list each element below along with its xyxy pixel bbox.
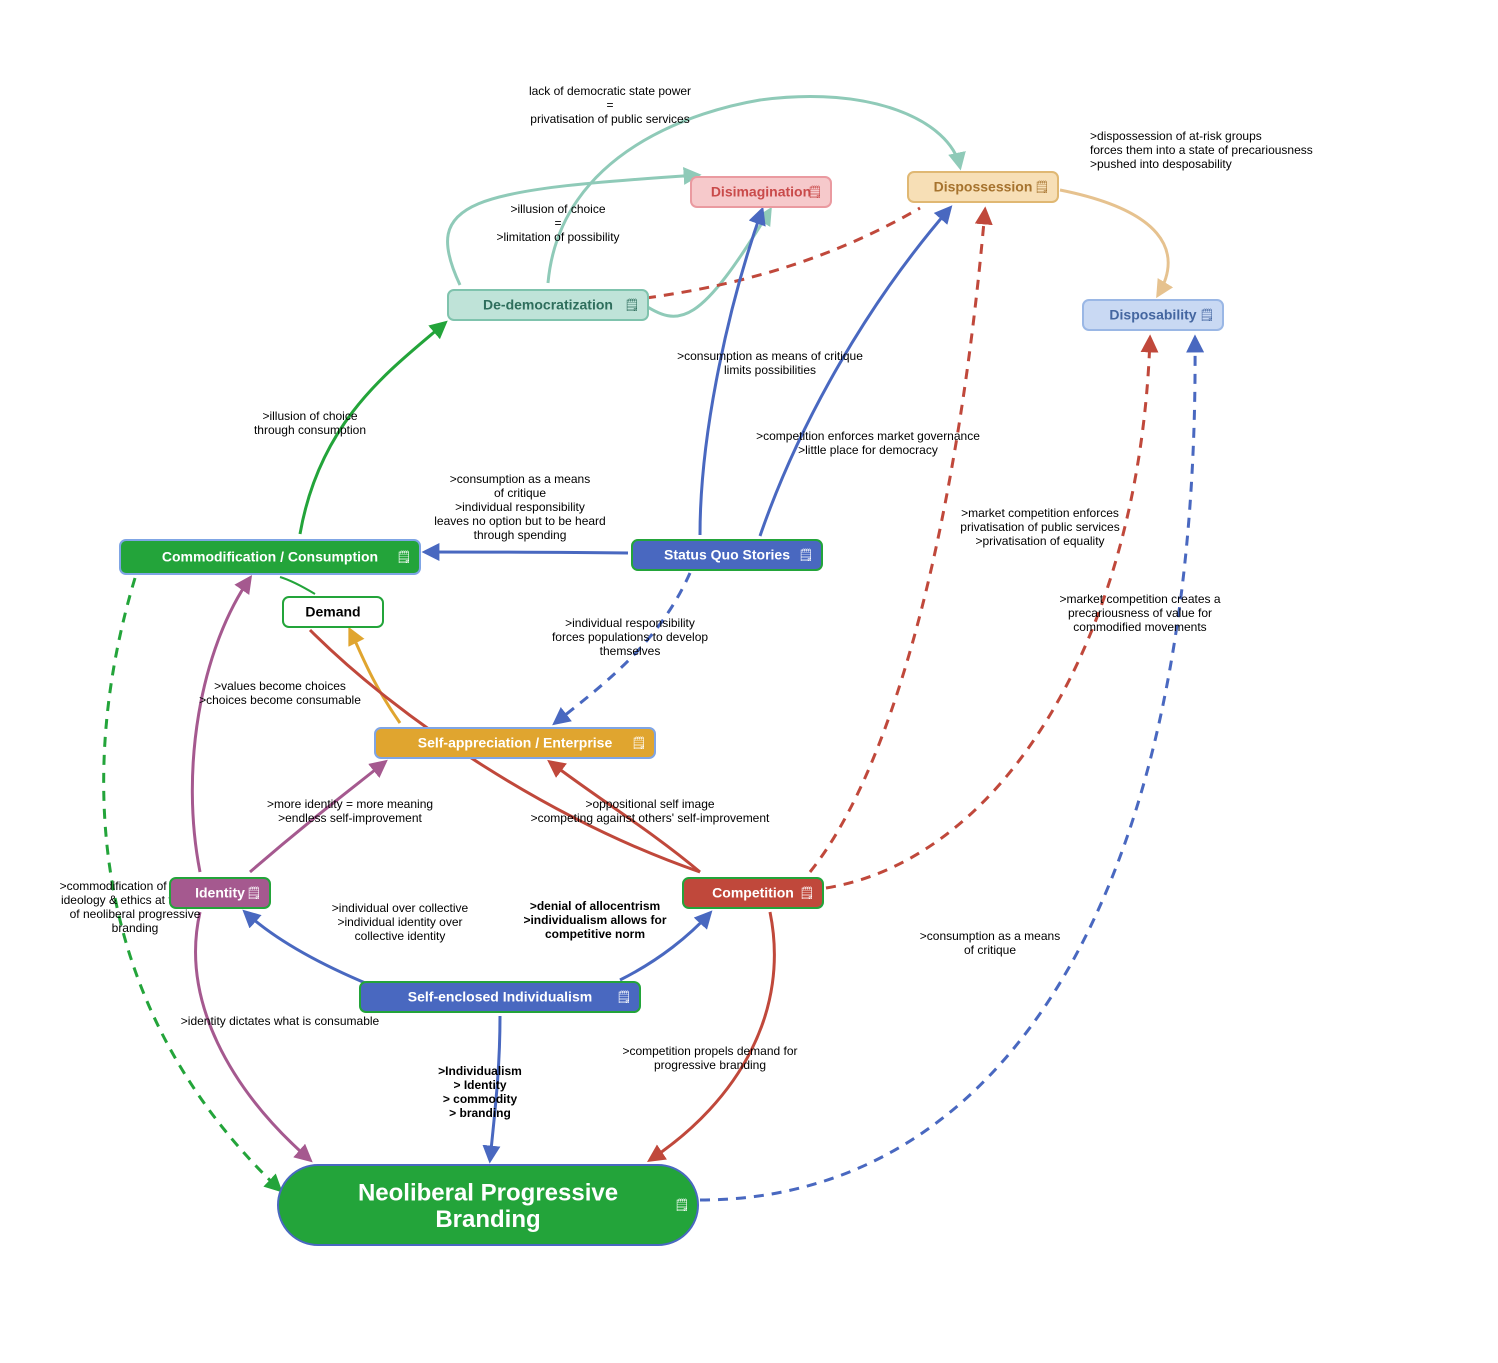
node-label: Demand — [305, 604, 360, 620]
edge-selfapp-demand — [350, 630, 400, 723]
nodes-layer: Disimagination🗒Dispossession🗒De-democrat… — [120, 172, 1223, 1245]
edge-label-0: lack of democratic state power=privatisa… — [529, 84, 691, 126]
note-icon: 🗒 — [624, 298, 639, 312]
edge-label-1: >dispossession of at-risk groupsforces t… — [1090, 129, 1313, 171]
note-icon: 🗒 — [631, 736, 646, 750]
note-icon: 🗒 — [1034, 180, 1049, 194]
node-disimagination[interactable]: Disimagination🗒 — [691, 177, 831, 207]
edge-label-2: >illusion of choice=>limitation of possi… — [496, 202, 619, 244]
note-icon: 🗒 — [396, 550, 411, 564]
node-label: Commodification / Consumption — [162, 549, 378, 565]
edge-label-6: >consumption as a meansof critique>indiv… — [434, 472, 605, 542]
edge-e1c — [640, 210, 770, 316]
node-label: Self-enclosed Individualism — [408, 989, 592, 1005]
edge-label-10: >values become choices>choices become co… — [199, 679, 361, 707]
node-disposability[interactable]: Disposability🗒 — [1083, 300, 1223, 330]
node-selfapp[interactable]: Self-appreciation / Enterprise 🗒 — [375, 728, 655, 758]
edge-label-19: >competition propels demand forprogressi… — [622, 1044, 797, 1072]
node-label: Neoliberal Progressive — [358, 1180, 618, 1207]
edge-dedem-dash — [646, 208, 920, 298]
node-label: Disimagination — [711, 184, 811, 200]
node-demand[interactable]: Demand — [283, 597, 383, 627]
edge-label-5: >illusion of choicethrough consumption — [254, 409, 366, 437]
edge-label-17: >identity dictates what is consumable — [181, 1014, 380, 1028]
edge-label-12: >oppositional self image>competing again… — [531, 797, 770, 825]
edge-comp-dispo-dash — [810, 210, 985, 872]
node-label: Disposability — [1109, 307, 1196, 323]
node-label: Competition — [712, 885, 794, 901]
note-icon: 🗒 — [246, 886, 261, 900]
node-label: Self-appreciation / Enterprise — [418, 735, 613, 751]
note-icon: 🗒 — [616, 990, 631, 1004]
note-icon: 🗒 — [674, 1198, 689, 1212]
edge-label-14: >individual over collective>individual i… — [332, 901, 469, 943]
edge-label-11: >more identity = more meaning>endless se… — [267, 797, 433, 825]
edge-label-9: >individual responsibilityforces populat… — [552, 616, 708, 658]
edge-demand-comm — [280, 577, 315, 594]
node-statusquo[interactable]: Status Quo Stories 🗒 — [632, 540, 822, 570]
edge-neo-disposab-dash — [700, 338, 1195, 1200]
concept-map: lack of democratic state power=privatisa… — [0, 0, 1498, 1363]
edge-label-8: >market competition creates aprecariousn… — [1059, 592, 1220, 634]
node-label: Status Quo Stories — [664, 547, 790, 563]
edge-ident-neo — [196, 912, 310, 1160]
node-identity[interactable]: Identity🗒 — [170, 878, 270, 908]
note-icon: 🗒 — [807, 185, 822, 199]
node-label: Identity — [195, 885, 245, 901]
edge-ident-comm — [192, 578, 250, 872]
node-competition[interactable]: Competition 🗒 — [683, 878, 823, 908]
node-label: De-democratization — [483, 297, 613, 313]
note-icon: 🗒 — [1199, 308, 1214, 322]
note-icon: 🗒 — [799, 886, 814, 900]
edge-label-16: >consumption as a meansof critique — [920, 929, 1060, 957]
labels-layer: lack of democratic state power=privatisa… — [60, 84, 1313, 1120]
edge-label-18: >Individualism> Identity> commodity> bra… — [438, 1064, 522, 1120]
node-selfenclosed[interactable]: Self-enclosed Individualism 🗒 — [360, 982, 640, 1012]
edge-sq-comm — [425, 552, 628, 553]
edge-label-15: >denial of allocentrism>individualism al… — [523, 899, 666, 941]
node-label: Dispossession — [934, 179, 1033, 195]
edge-label-4: >competition enforces market governance>… — [756, 429, 980, 457]
node-label: Branding — [435, 1206, 540, 1233]
node-dispossession[interactable]: Dispossession🗒 — [908, 172, 1058, 202]
edge-dispo-disposab — [1060, 190, 1168, 295]
node-commodification[interactable]: Commodification / Consumption 🗒 — [120, 540, 420, 574]
note-icon: 🗒 — [798, 548, 813, 562]
edge-label-7: >market competition enforcesprivatisatio… — [960, 506, 1119, 548]
node-dedemocratization[interactable]: De-democratization 🗒 — [448, 290, 648, 320]
node-neoliberal[interactable]: Neoliberal ProgressiveBranding 🗒 — [278, 1165, 698, 1245]
